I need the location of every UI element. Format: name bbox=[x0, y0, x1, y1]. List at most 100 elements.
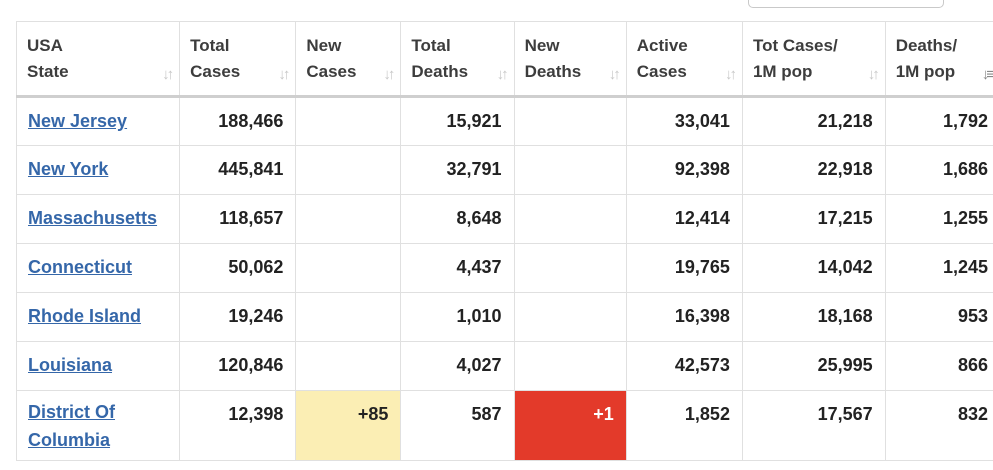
header-label-line1: Deaths/ bbox=[895, 36, 958, 55]
table-row: Massachusetts 118,657 8,648 12,414 17,21… bbox=[15, 194, 993, 244]
state-cell: District Of Columbia bbox=[15, 390, 181, 461]
column-header-total-deaths[interactable]: Total Deaths ↓↑ bbox=[400, 21, 515, 98]
state-link[interactable]: New York bbox=[28, 159, 109, 179]
column-header-total-cases[interactable]: Total Cases ↓↑ bbox=[179, 21, 297, 98]
table-row: Rhode Island 19,246 1,010 16,398 18,168 … bbox=[15, 292, 993, 342]
header-label-line2: 1M pop bbox=[752, 62, 813, 81]
active-cases-cell: 92,398 bbox=[625, 145, 743, 195]
header-label-line1: New bbox=[306, 36, 342, 55]
cases-per-1m-cell: 14,042 bbox=[741, 243, 886, 293]
header-label-line2: 1M pop bbox=[895, 62, 956, 81]
total-cases-cell: 188,466 bbox=[179, 96, 297, 146]
deaths-per-1m-cell: 1,792 bbox=[884, 96, 993, 146]
column-header-new-cases[interactable]: New Cases ↓↑ bbox=[295, 21, 402, 98]
total-deaths-cell: 4,437 bbox=[400, 243, 515, 293]
header-label-line2: Deaths bbox=[411, 62, 469, 81]
column-header-new-deaths[interactable]: New Deaths ↓↑ bbox=[513, 21, 627, 98]
state-cell: Louisiana bbox=[15, 341, 181, 391]
header-label-line2: Cases bbox=[636, 62, 687, 81]
state-link[interactable]: District Of Columbia bbox=[28, 402, 116, 450]
header-label-line1: Total bbox=[411, 36, 451, 55]
total-cases-cell: 118,657 bbox=[179, 194, 297, 244]
new-cases-cell bbox=[295, 292, 402, 342]
total-cases-cell: 12,398 bbox=[179, 390, 297, 461]
state-cell: Connecticut bbox=[15, 243, 181, 293]
total-cases-cell: 445,841 bbox=[179, 145, 297, 195]
active-cases-cell: 42,573 bbox=[625, 341, 743, 391]
state-link[interactable]: Louisiana bbox=[28, 355, 113, 375]
total-deaths-cell: 587 bbox=[400, 390, 515, 461]
new-deaths-cell bbox=[513, 96, 627, 146]
sort-icon[interactable]: ↓↑ bbox=[383, 66, 395, 83]
column-header-state[interactable]: USA State ↓↑ bbox=[15, 21, 181, 98]
search-input[interactable] bbox=[748, 0, 944, 8]
header-label-line1: Total bbox=[190, 36, 230, 55]
deaths-per-1m-cell: 1,245 bbox=[884, 243, 993, 293]
new-deaths-cell bbox=[513, 145, 627, 195]
header-label-line2: State bbox=[27, 62, 69, 81]
active-cases-cell: 1,852 bbox=[625, 390, 743, 461]
deaths-per-1m-cell: 1,686 bbox=[884, 145, 993, 195]
table-row: Louisiana 120,846 4,027 42,573 25,995 86… bbox=[15, 341, 993, 391]
new-deaths-cell bbox=[513, 292, 627, 342]
deaths-per-1m-cell: 832 bbox=[884, 390, 993, 461]
new-deaths-cell bbox=[513, 341, 627, 391]
header-label-line1: USA bbox=[27, 36, 63, 55]
total-deaths-cell: 1,010 bbox=[400, 292, 515, 342]
total-deaths-cell: 4,027 bbox=[400, 341, 515, 391]
header-row: USA State ↓↑ Total Cases ↓↑ New Cases ↓↑ To… bbox=[15, 21, 993, 98]
new-deaths-cell: +1 bbox=[513, 390, 627, 461]
sort-icon[interactable]: ↓↑ bbox=[867, 66, 880, 83]
state-cell: New Jersey bbox=[15, 96, 181, 146]
cases-per-1m-cell: 22,918 bbox=[741, 145, 886, 195]
cases-per-1m-cell: 18,168 bbox=[741, 292, 886, 342]
table-row: Connecticut 50,062 4,437 19,765 14,042 1… bbox=[15, 243, 993, 293]
state-link[interactable]: Rhode Island bbox=[28, 306, 142, 326]
usa-states-table: USA State ↓↑ Total Cases ↓↑ New Cases ↓↑ To… bbox=[15, 21, 993, 461]
column-header-active-cases[interactable]: Active Cases ↓↑ bbox=[625, 21, 743, 98]
header-label-line2: Cases bbox=[190, 62, 241, 81]
total-cases-cell: 120,846 bbox=[179, 341, 297, 391]
new-cases-cell: +85 bbox=[295, 390, 402, 461]
total-cases-cell: 50,062 bbox=[179, 243, 297, 293]
deaths-per-1m-cell: 866 bbox=[884, 341, 993, 391]
state-link[interactable]: Connecticut bbox=[28, 257, 133, 277]
cases-per-1m-cell: 21,218 bbox=[741, 96, 886, 146]
column-header-cases-per-1m[interactable]: Tot Cases/1M pop ↓↑ bbox=[741, 21, 886, 98]
state-link[interactable]: New Jersey bbox=[28, 111, 128, 131]
total-cases-cell: 19,246 bbox=[179, 292, 297, 342]
total-deaths-cell: 32,791 bbox=[400, 145, 515, 195]
sort-icon[interactable]: ↓↑ bbox=[496, 66, 509, 83]
new-deaths-cell bbox=[513, 243, 627, 293]
deaths-per-1m-cell: 1,255 bbox=[884, 194, 993, 244]
sort-icon[interactable]: ↓↑ bbox=[724, 66, 737, 83]
header-label-line1: Tot Cases/ bbox=[752, 36, 838, 55]
active-cases-cell: 19,765 bbox=[625, 243, 743, 293]
new-cases-cell bbox=[295, 243, 402, 293]
table-row: New York 445,841 32,791 92,398 22,918 1,… bbox=[15, 145, 993, 195]
state-cell: Massachusetts bbox=[15, 194, 181, 244]
state-cell: Rhode Island bbox=[15, 292, 181, 342]
new-cases-cell bbox=[295, 341, 402, 391]
header-label-line1: New bbox=[524, 36, 560, 55]
state-cell: New York bbox=[15, 145, 181, 195]
deaths-per-1m-cell: 953 bbox=[884, 292, 993, 342]
column-header-deaths-per-1m[interactable]: Deaths/1M pop ↓≡ bbox=[884, 21, 993, 98]
cases-per-1m-cell: 17,567 bbox=[741, 390, 886, 461]
sort-icon[interactable]: ↓↑ bbox=[162, 66, 174, 83]
cases-per-1m-cell: 25,995 bbox=[741, 341, 886, 391]
sort-icon[interactable]: ↓↑ bbox=[608, 66, 621, 83]
table-row: New Jersey 188,466 15,921 33,041 21,218 … bbox=[15, 96, 993, 146]
header-label-line2: Deaths bbox=[524, 62, 582, 81]
cases-per-1m-cell: 17,215 bbox=[741, 194, 886, 244]
active-cases-cell: 12,414 bbox=[625, 194, 743, 244]
total-deaths-cell: 15,921 bbox=[400, 96, 515, 146]
total-deaths-cell: 8,648 bbox=[400, 194, 515, 244]
active-cases-cell: 33,041 bbox=[625, 96, 743, 146]
sort-icon[interactable]: ↓↑ bbox=[278, 66, 290, 83]
new-cases-cell bbox=[295, 96, 402, 146]
header-label-line2: Cases bbox=[306, 62, 357, 81]
sort-descending-icon[interactable]: ↓≡ bbox=[981, 66, 993, 83]
state-link[interactable]: Massachusetts bbox=[28, 208, 158, 228]
